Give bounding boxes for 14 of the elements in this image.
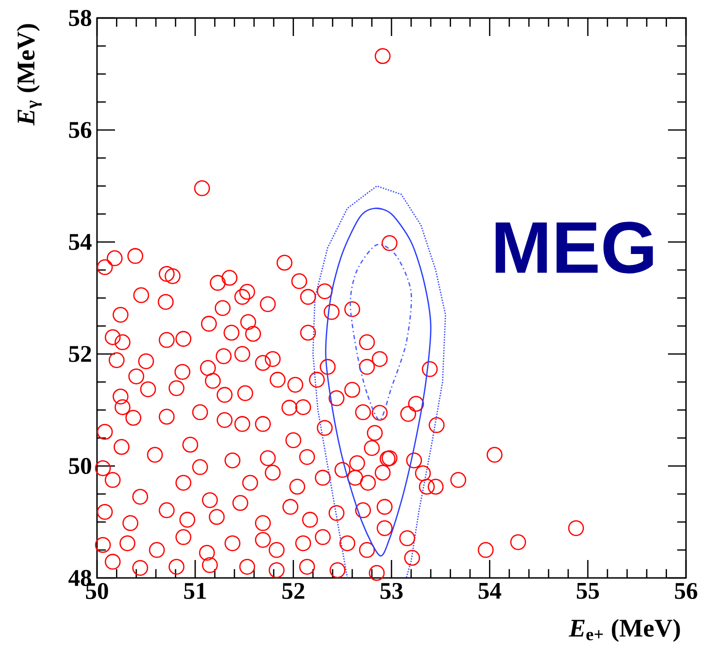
y-tick-label: 50 <box>69 458 92 474</box>
x-tick-label: 54 <box>478 582 502 599</box>
x-tick-label: 52 <box>282 582 304 600</box>
x-axis-title: E$_{e+}$ (MeV) <box>568 618 680 642</box>
annotation: MEG <box>496 222 653 274</box>
x-tick-label: 55 <box>576 582 599 599</box>
y-tick-label: 56 <box>69 122 92 138</box>
x-tick-label: 56 <box>674 582 698 600</box>
x-tick-label: 51 <box>184 582 206 599</box>
x-tick-label: 53 <box>380 582 403 600</box>
y-tick-label: 54 <box>69 234 92 250</box>
y-tick-label: 52 <box>69 346 91 362</box>
y-axis-title: E$_{γ}$ (MeV) <box>16 24 42 126</box>
y-tick-label: 58 <box>69 10 92 26</box>
